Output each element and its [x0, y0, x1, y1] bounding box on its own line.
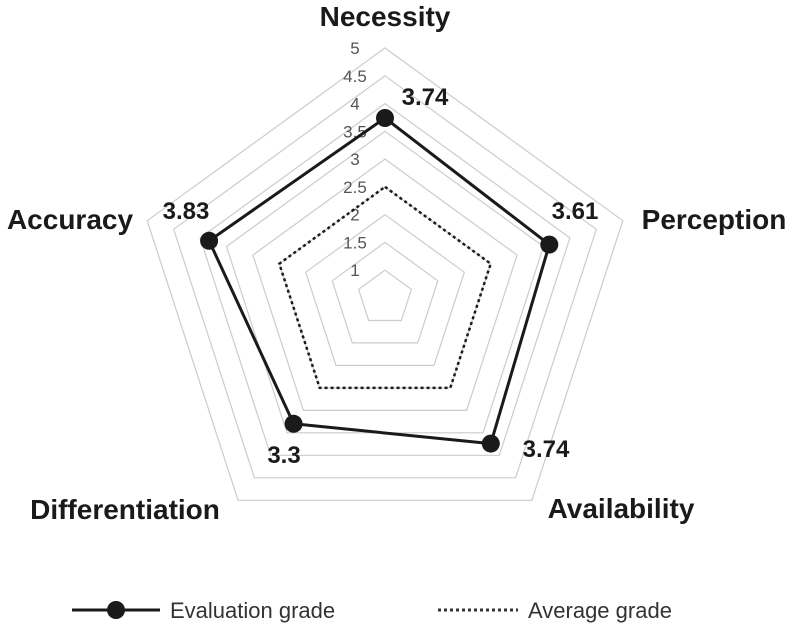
series-evaluation-point-2 — [481, 434, 500, 453]
axis-label-differentiation: Differentiation — [30, 494, 220, 525]
series-layer — [200, 109, 559, 453]
legend-evaluation-marker — [107, 601, 125, 619]
tick-label-4: 3 — [350, 150, 359, 169]
legend-evaluation-label: Evaluation grade — [170, 598, 335, 623]
legend: Evaluation grade Average grade — [72, 598, 672, 623]
data-label-differentiation: 3.3 — [267, 442, 300, 469]
axis-label-availability: Availability — [548, 493, 695, 524]
data-label-availability: 3.74 — [523, 436, 570, 463]
grid-ring-1 — [331, 241, 439, 344]
data-label-perception: 3.61 — [552, 198, 599, 225]
tick-label-6: 4 — [350, 95, 359, 114]
data-label-accuracy: 3.83 — [163, 198, 210, 225]
axis-label-accuracy: Accuracy — [7, 204, 134, 235]
tick-label-7: 4.5 — [343, 67, 367, 86]
series-evaluation-point-4 — [200, 231, 219, 250]
grid-ring-8 — [146, 47, 624, 501]
series-evaluation-line — [207, 116, 551, 446]
tick-label-0: 1 — [350, 261, 359, 280]
series-evaluation-point-1 — [540, 235, 559, 254]
series-evaluation-point-0 — [376, 109, 394, 127]
tick-layer: 11.522.533.544.55 — [343, 39, 367, 280]
grid-ring-0 — [357, 269, 413, 322]
data-label-necessity: 3.74 — [402, 84, 449, 111]
legend-average-label: Average grade — [528, 598, 672, 623]
axis-label-perception: Perception — [642, 204, 787, 235]
tick-label-1: 1.5 — [343, 233, 367, 252]
series-evaluation-point-3 — [284, 414, 303, 433]
axis-label-necessity: Necessity — [320, 1, 451, 32]
grid-ring-2 — [304, 213, 466, 366]
series-average-line — [277, 185, 493, 390]
grid-ring-7 — [172, 75, 598, 479]
grid-ring-4 — [252, 158, 518, 411]
grid-ring-6 — [199, 102, 571, 456]
tick-label-3: 2.5 — [343, 178, 367, 197]
tick-label-8: 5 — [350, 39, 359, 58]
tick-label-2: 2 — [350, 206, 359, 225]
